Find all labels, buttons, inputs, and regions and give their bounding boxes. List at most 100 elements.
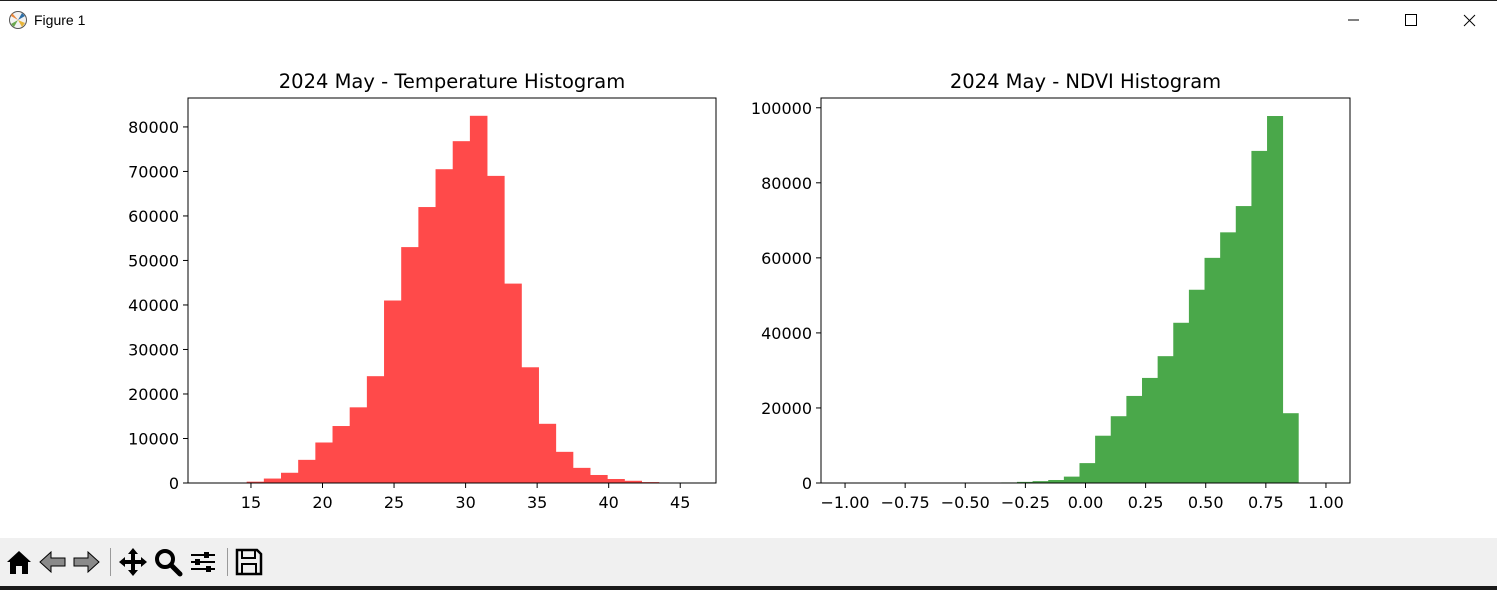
temp-y-tick-label: 0: [169, 474, 179, 493]
ndvi-histogram-bar: [1110, 416, 1127, 483]
ndvi-y-tick-label: 20000: [761, 399, 812, 418]
temp-histogram-bar: [263, 478, 282, 483]
figure-canvas: 15 20 25 30 35 40 45 0 10000 20000 30000 40000 50000…: [0, 38, 1497, 538]
temp-histogram-bar: [332, 426, 351, 483]
ndvi-x-tick-label: 0.00: [1068, 493, 1104, 512]
ndvi-x-tick-label: 0.25: [1128, 493, 1164, 512]
zoom-button[interactable]: [152, 546, 184, 578]
ndvi-y-tick-label: 0: [802, 474, 812, 493]
temp-histogram-bar: [452, 141, 471, 484]
back-button[interactable]: [37, 546, 69, 578]
temp-histogram-bar: [538, 423, 557, 483]
ndvi-histogram-bar: [1048, 479, 1065, 483]
window-title: Figure 1: [34, 12, 86, 28]
window-bottom-edge: [0, 586, 1497, 590]
temp-histogram-bar: [504, 283, 522, 483]
ndvi-x-tick-label: −1.00: [821, 493, 870, 512]
minimize-button[interactable]: [1324, 1, 1382, 39]
ndvi-x-tick-label: −0.50: [941, 493, 990, 512]
forward-icon: [73, 550, 100, 574]
ndvi-histogram-bar: [1173, 322, 1190, 483]
ndvi-y-tick-label: 80000: [761, 174, 812, 193]
ndvi-histogram-bar: [1220, 232, 1237, 483]
temp-x-tick-label: 25: [384, 493, 404, 512]
pan-icon: [119, 548, 147, 576]
navigation-toolbar: [0, 538, 1497, 586]
window-titlebar: Figure 1: [0, 0, 1497, 38]
temp-y-tick-label: 40000: [128, 296, 179, 315]
ndvi-histogram-bar: [1095, 435, 1112, 483]
temp-y-tick-label: 50000: [128, 251, 179, 270]
temperature-histogram-chart: 15 20 25 30 35 40 45 0 10000 20000 30000 40000 50000…: [128, 70, 717, 512]
temp-histogram-bar: [555, 451, 574, 483]
temp-y-tick-label: 80000: [128, 118, 179, 137]
temp-axes-frame: [187, 97, 717, 484]
ndvi-histogram-bar: [1126, 395, 1143, 483]
ndvi-histogram-bar: [1157, 356, 1174, 483]
save-button[interactable]: [233, 546, 265, 578]
ndvi-histogram-bar: [1251, 150, 1268, 483]
ndvi-x-tick-label: −0.25: [1001, 493, 1050, 512]
temp-histogram-bar: [366, 376, 385, 483]
ndvi-histogram-bar: [1282, 413, 1299, 483]
toolbar-separator: [227, 548, 228, 576]
ndvi-histogram-bar: [1204, 257, 1221, 483]
temp-histogram-bar: [418, 207, 436, 483]
ndvi-histogram-chart: −1.00 −0.75 −0.50 −0.25 0.00 0.25 0.50 0.75 1.00…: [751, 70, 1351, 512]
back-icon: [39, 550, 66, 574]
ndvi-histogram-bar: [1016, 481, 1033, 483]
temp-y-tick-label: 30000: [128, 340, 179, 359]
temp-histogram-bar: [624, 480, 642, 483]
ndvi-histogram-bar: [1267, 116, 1284, 484]
temp-histogram-bar: [469, 115, 488, 483]
ndvi-histogram-bar: [1032, 481, 1049, 483]
temp-histogram-bar: [521, 367, 539, 483]
ndvi-chart-title: 2024 May - NDVI Histogram: [950, 70, 1221, 93]
temp-histogram-bar: [487, 175, 505, 483]
temp-y-tick-label: 70000: [128, 162, 179, 181]
temp-y-tick-label: 60000: [128, 207, 179, 226]
forward-button[interactable]: [70, 546, 102, 578]
close-icon: [1463, 14, 1476, 27]
temp-histogram-bar: [246, 481, 265, 483]
temp-histogram-bar: [435, 169, 454, 483]
save-icon: [235, 548, 263, 576]
temp-y-tick-label: 10000: [128, 429, 179, 448]
ndvi-histogram-bar: [1142, 377, 1159, 483]
home-button[interactable]: [3, 546, 35, 578]
temp-x-tick-label: 15: [241, 493, 261, 512]
temp-x-tick-label: 35: [527, 493, 547, 512]
ndvi-x-tick-label: −0.75: [881, 493, 930, 512]
ndvi-histogram-bar: [1235, 206, 1252, 483]
ndvi-y-tick-label: 40000: [761, 324, 812, 343]
close-button[interactable]: [1439, 1, 1497, 39]
temp-chart-title: 2024 May - Temperature Histogram: [279, 70, 625, 93]
pan-button[interactable]: [117, 546, 149, 578]
temp-histogram-bar: [590, 474, 608, 483]
temp-histogram-bar: [281, 472, 299, 483]
temp-histogram-bar: [384, 300, 402, 483]
configure-subplots-icon: [191, 552, 215, 572]
configure-subplots-button[interactable]: [187, 546, 219, 578]
ndvi-x-tick-label: 0.75: [1248, 493, 1284, 512]
matplotlib-icon: [9, 11, 27, 29]
ndvi-y-tick-label: 100000: [751, 99, 812, 118]
temp-x-tick-label: 30: [455, 493, 475, 512]
ndvi-y-tick-label: 60000: [761, 249, 812, 268]
figure-svg: 15 20 25 30 35 40 45 0 10000 20000 30000 40000 50000…: [128, 70, 1351, 512]
temp-histogram-bar: [607, 478, 625, 483]
ndvi-x-tick-label: 1.00: [1308, 493, 1344, 512]
temp-histogram-bar: [315, 442, 333, 483]
temp-histogram-bar: [572, 467, 591, 483]
minimize-icon: [1348, 19, 1359, 21]
temp-histogram-bar: [349, 407, 368, 483]
temp-y-tick-label: 20000: [128, 385, 179, 404]
temp-histogram-bar: [401, 247, 419, 483]
ndvi-histogram-bar: [1063, 476, 1080, 483]
temp-x-tick-label: 20: [312, 493, 332, 512]
ndvi-histogram-bar: [1188, 289, 1205, 483]
temp-histogram-bar: [298, 459, 316, 483]
ndvi-x-tick-label: 0.50: [1188, 493, 1224, 512]
ndvi-histogram-bar: [1079, 463, 1096, 483]
maximize-button[interactable]: [1382, 1, 1440, 39]
